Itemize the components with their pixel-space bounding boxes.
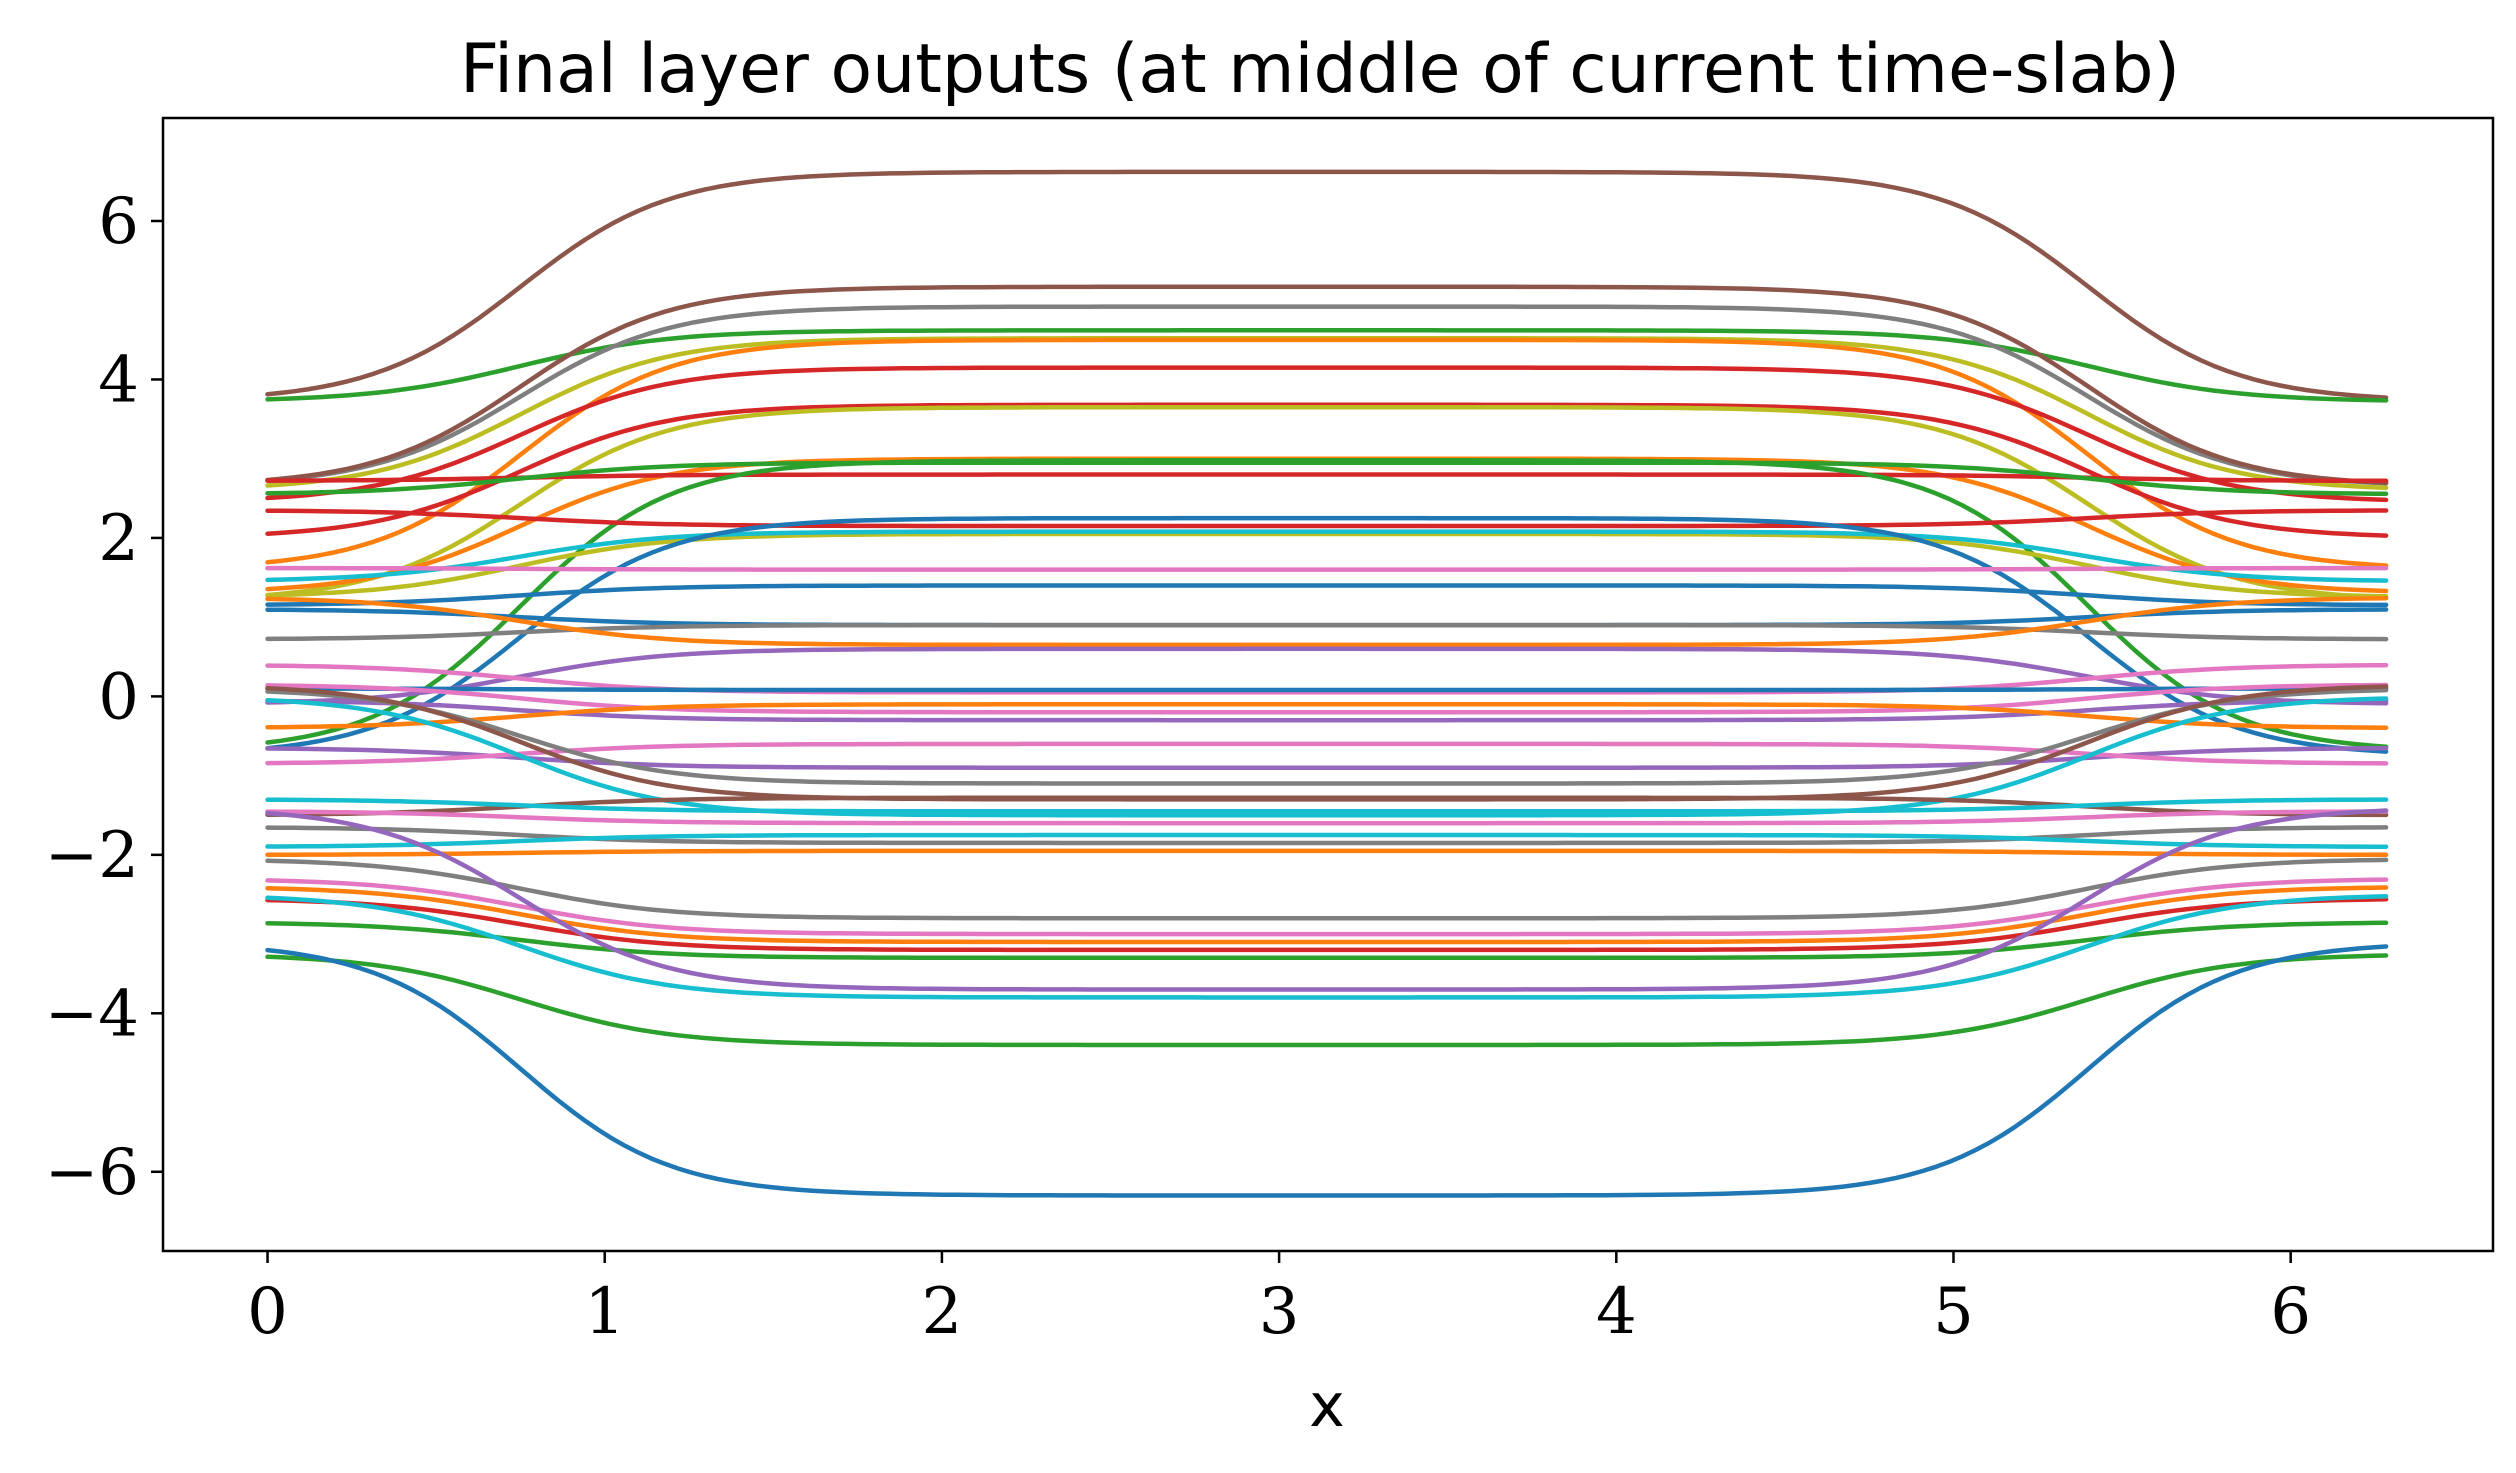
series-line-15 xyxy=(265,531,2389,599)
series-line-45 xyxy=(265,808,2389,992)
series-line-24 xyxy=(265,662,2389,695)
series-line-39 xyxy=(265,848,2389,858)
series-line-35 xyxy=(265,797,2389,814)
series-line-30 xyxy=(265,741,2389,766)
series-line-14 xyxy=(265,508,2389,529)
series-line-46 xyxy=(265,894,2389,1000)
series-line-3 xyxy=(265,304,2389,486)
series-line-33 xyxy=(265,696,2389,818)
x-tick-label: 3 xyxy=(1259,1275,1300,1349)
series-line-41 xyxy=(265,877,2389,937)
x-axis: 0 1 2 3 4 5 6 xyxy=(247,1251,2311,1349)
y-tick-label: −4 xyxy=(45,977,139,1051)
x-axis-label: x xyxy=(1309,1371,1345,1441)
y-tick-label: 0 xyxy=(98,660,139,734)
y-axis: −6 −4 −2 0 2 4 6 xyxy=(45,185,163,1210)
series-line-19 xyxy=(265,583,2389,608)
series-line-25 xyxy=(265,686,2389,693)
x-tick-label: 4 xyxy=(1596,1275,1637,1349)
series-line-36 xyxy=(265,809,2389,826)
y-tick-label: −2 xyxy=(45,819,139,893)
x-tick-label: 0 xyxy=(247,1275,288,1349)
x-tick-label: 1 xyxy=(584,1275,625,1349)
series-line-28 xyxy=(265,702,2389,730)
series-line-38 xyxy=(265,832,2389,849)
series-line-18 xyxy=(265,565,2389,572)
series-line-1 xyxy=(265,169,2389,400)
y-tick-label: −6 xyxy=(45,1136,139,1210)
y-tick-label: 2 xyxy=(98,502,139,576)
series-line-23 xyxy=(265,646,2389,706)
series-line-40 xyxy=(265,857,2389,921)
x-tick-label: 2 xyxy=(922,1275,963,1349)
series-line-47 xyxy=(265,953,2389,1048)
chart-title: Final layer outputs (at middle of curren… xyxy=(460,30,2180,109)
series-line-7 xyxy=(265,365,2389,503)
y-tick-label: 6 xyxy=(98,185,139,259)
series-line-8 xyxy=(265,402,2389,538)
series-line-4 xyxy=(265,284,2389,486)
series-line-26 xyxy=(265,682,2389,715)
series-line-12 xyxy=(265,460,2389,497)
series-line-34 xyxy=(265,795,2389,818)
series-line-48 xyxy=(265,944,2389,1198)
x-tick-label: 6 xyxy=(2270,1275,2311,1349)
series-line-22 xyxy=(265,595,2389,648)
y-tick-label: 4 xyxy=(98,343,139,417)
series-layer xyxy=(265,169,2389,1198)
series-line-6 xyxy=(265,337,2389,568)
axes-frame xyxy=(161,116,2495,1253)
series-line-9 xyxy=(265,404,2389,601)
series-line-42 xyxy=(265,885,2389,945)
x-tick-label: 5 xyxy=(1933,1275,1974,1349)
series-line-16 xyxy=(265,529,2389,583)
series-line-11 xyxy=(265,472,2389,484)
series-line-31 xyxy=(265,687,2389,786)
